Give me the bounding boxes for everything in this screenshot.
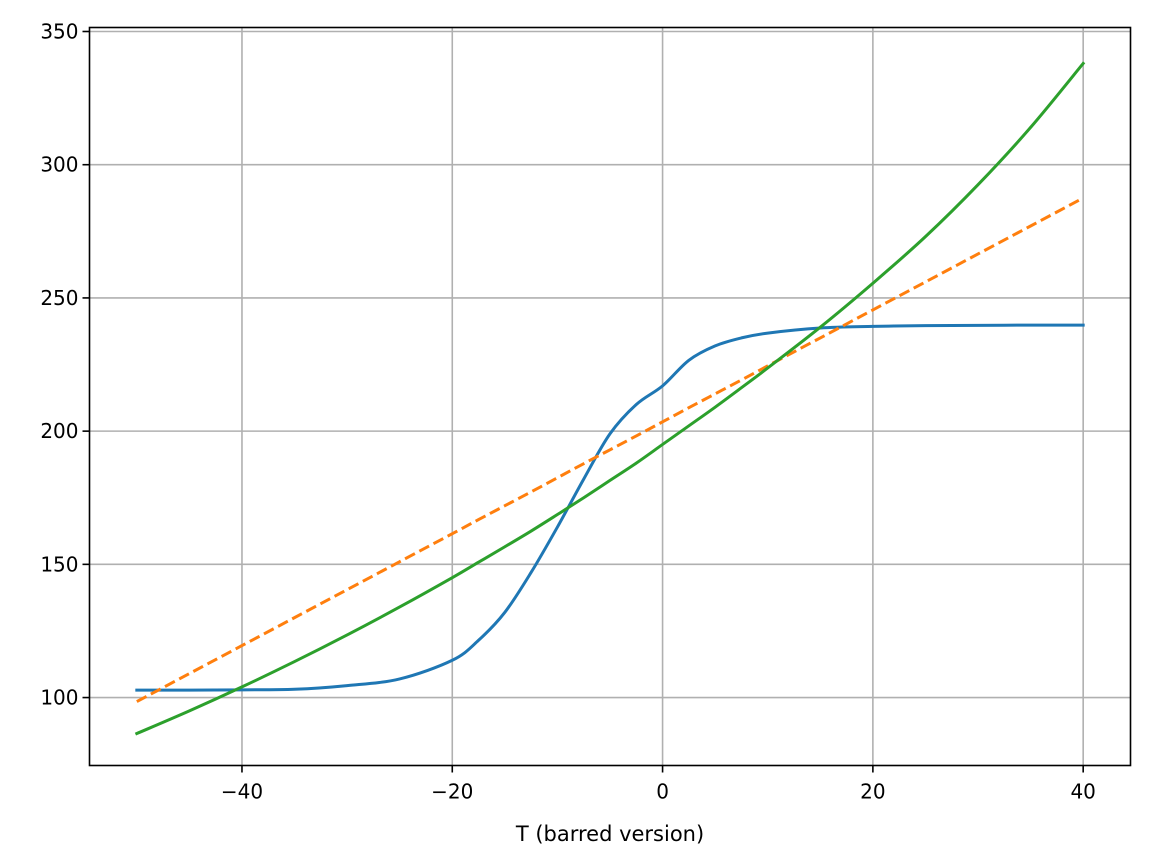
y-tick-label: 300 [40,153,78,177]
y-tick-label: 150 [40,552,78,576]
y-tick-label: 350 [40,19,78,43]
y-tick-label: 100 [40,686,78,710]
x-axis-label: T (barred version) [515,822,704,846]
x-tick-label: −40 [221,780,263,804]
series-line-2 [136,196,1084,703]
x-tick-label: 20 [860,780,885,804]
plot-frame [88,26,1132,767]
grid-lines [89,27,1131,766]
x-tick-label: −20 [431,780,473,804]
y-tick-label: 200 [40,419,78,443]
series-line-3 [134,61,1086,736]
series-layer [134,61,1086,736]
x-axis-ticks: −40 −20 0 20 40 [221,765,1096,804]
y-tick-label: 250 [40,286,78,310]
x-tick-label: 0 [656,780,669,804]
y-axis-ticks: 100 150 200 250 300 350 [40,19,90,710]
series-line-1 [135,323,1085,692]
x-tick-label: 40 [1070,780,1095,804]
